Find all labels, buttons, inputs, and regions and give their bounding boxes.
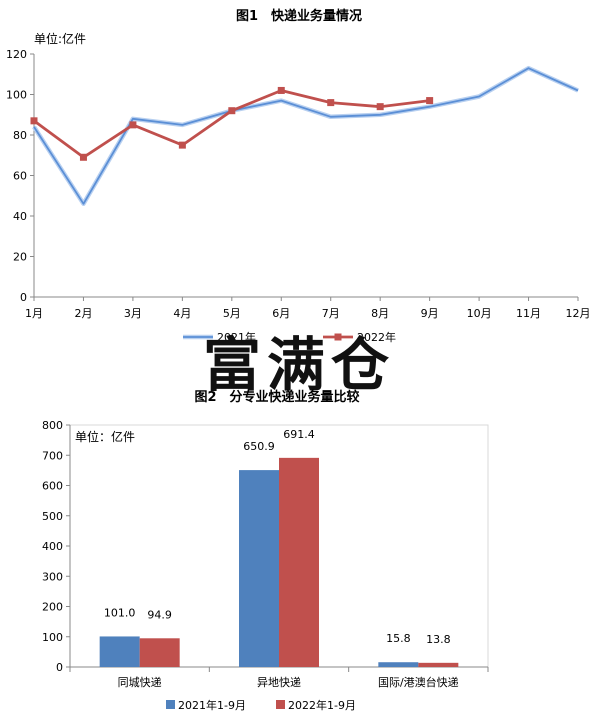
x-tick-label: 5月 [223, 307, 241, 320]
x-tick-label: 4月 [173, 307, 191, 320]
y-tick-label: 100 [6, 89, 27, 102]
bar [239, 470, 279, 667]
y-tick-label: 400 [42, 540, 63, 553]
series-2022-line [33, 89, 430, 159]
y-tick-label: 800 [42, 419, 63, 432]
y-tick-label: 0 [20, 291, 27, 304]
x-tick-label: 同城快递 [118, 675, 162, 689]
bar-chart-title: 图2 分专业快递业务量比较 [194, 389, 359, 405]
y-tick-label: 100 [42, 631, 63, 644]
x-tick-label: 9月 [421, 307, 439, 320]
data-label: 15.8 [386, 632, 411, 645]
bar [378, 662, 419, 667]
legend-2021-label: 2021年 [217, 330, 256, 344]
legend-2022-label: 2022年 [357, 330, 396, 344]
series-2022-point [277, 86, 285, 94]
line-chart-axes: 0 20 40 60 80 100 120 1月 2月 3月 4月 5月 6月 7月 8月 9月 10月 11月 1… [6, 48, 591, 320]
series-2022-point [129, 121, 137, 129]
watermark-logo: 富满仓 [203, 331, 395, 399]
x-tick-label: 7月 [322, 307, 340, 320]
x-tick-label: 6月 [272, 307, 290, 320]
line-chart-legend: 2021年 2022年 [183, 330, 396, 344]
data-label: 94.9 [147, 608, 172, 621]
series-2022-point [327, 99, 335, 107]
data-label: 691.4 [283, 428, 315, 441]
x-tick-label: 12月 [566, 307, 591, 320]
y-tick-label: 300 [42, 570, 63, 583]
bar-chart-bars: 101.0 94.9 650.9 691.4 15.8 13.8 [99, 428, 459, 667]
series-2022-point [228, 107, 236, 115]
x-tick-label: 2月 [74, 307, 92, 320]
x-tick-label: 10月 [467, 307, 492, 320]
data-label: 101.0 [104, 606, 136, 619]
data-label: 13.8 [426, 633, 451, 646]
x-tick-label: 异地快递 [257, 675, 301, 689]
y-tick-label: 120 [6, 48, 27, 61]
x-tick-label: 11月 [516, 307, 541, 320]
bar-chart-unit-label: 单位：亿件 [75, 429, 135, 444]
x-tick-label: 国际/港澳台快递 [378, 675, 459, 689]
x-tick-label: 1月 [25, 307, 43, 320]
y-tick-label: 0 [56, 661, 63, 674]
x-tick-label: 3月 [124, 307, 142, 320]
legend-2021-swatch [166, 700, 175, 709]
line-chart-series [30, 65, 579, 207]
line-chart-title: 图1 快递业务量情况 [236, 8, 362, 24]
series-2022-point [178, 141, 186, 149]
y-tick-label: 500 [42, 510, 63, 523]
line-chart-unit-label: 单位:亿件 [34, 31, 86, 46]
bar [279, 457, 319, 667]
series-2022-point [30, 117, 38, 125]
bar [139, 638, 180, 667]
y-tick-label: 20 [13, 251, 27, 264]
y-tick-label: 200 [42, 601, 63, 614]
legend-2022-label: 2022年1-9月 [288, 698, 356, 712]
y-tick-label: 60 [13, 170, 27, 183]
bar [418, 662, 459, 667]
y-tick-label: 600 [42, 480, 63, 493]
series-2022-point [376, 103, 384, 111]
legend-2021-label: 2021年1-9月 [178, 698, 246, 712]
y-tick-label: 700 [42, 449, 63, 462]
series-2022-point [79, 153, 87, 161]
legend-2022-swatch [276, 700, 285, 709]
legend-2022-marker [334, 333, 342, 341]
data-label: 650.9 [243, 440, 275, 453]
y-tick-label: 40 [13, 210, 27, 223]
y-tick-label: 80 [13, 129, 27, 142]
x-tick-label: 8月 [371, 307, 389, 320]
series-2022-point [426, 97, 434, 105]
series-2021-line [33, 67, 579, 205]
bar-chart-legend: 2021年1-9月 2022年1-9月 [166, 698, 356, 712]
bar [99, 636, 140, 667]
